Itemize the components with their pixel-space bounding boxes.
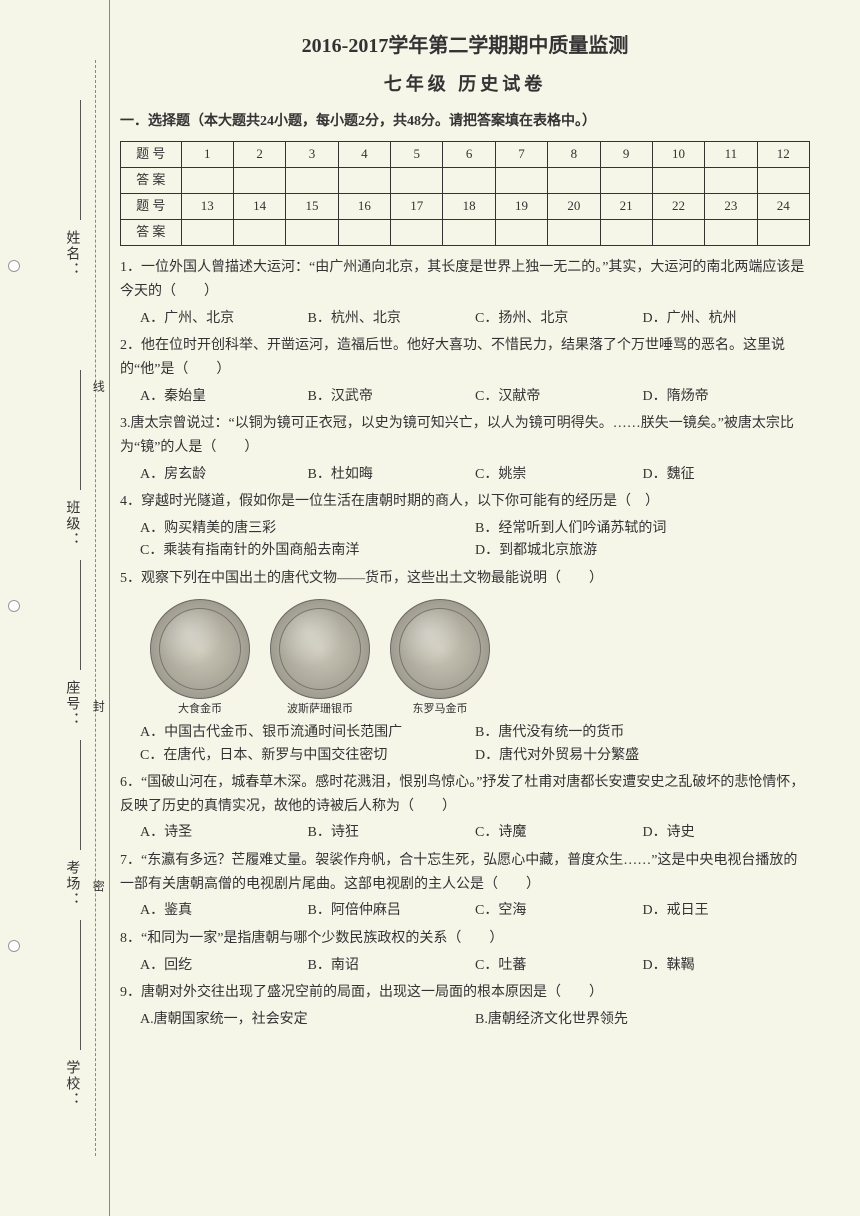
seal-char: 密 bbox=[88, 880, 107, 898]
page-title: 2016-2017学年第二学期期中质量监测 bbox=[120, 30, 810, 62]
options-3: A．房玄龄 B．杜如晦 C．姚崇 D．魏征 bbox=[140, 464, 810, 486]
coin-caption: 东罗马金币 bbox=[390, 701, 490, 719]
class-field: 班级： bbox=[60, 500, 82, 548]
question-3: 3.唐太宗曾说过：“以铜为镜可正衣冠，以史为镜可知兴亡，以人为镜可明得失。……朕… bbox=[120, 412, 810, 460]
question-7: 7．“东瀛有多远？芒履难丈量。袈裟作舟帆，合十忘生死，弘愿心中藏，普度众生……”… bbox=[120, 849, 810, 897]
section-heading: 一．选择题（本大题共24小题，每小题2分，共48分。请把答案填在表格中。） bbox=[120, 111, 810, 133]
seat-field: 座号： bbox=[60, 680, 82, 728]
venue-field: 考场： bbox=[60, 860, 82, 908]
seal-line bbox=[95, 60, 96, 1156]
exam-page: 2016-2017学年第二学期期中质量监测 七年级 历史试卷 一．选择题（本大题… bbox=[0, 0, 860, 1216]
coin-image bbox=[390, 599, 490, 699]
school-field: 学校： bbox=[60, 1060, 82, 1108]
options-2: A．秦始皇 B．汉武帝 C．汉献帝 D．隋炀帝 bbox=[140, 386, 810, 408]
options-7: A．鉴真 B．阿倍仲麻吕 C．空海 D．戒日王 bbox=[140, 900, 810, 922]
question-9: 9．唐朝对外交往出现了盛况空前的局面，出现这一局面的根本原因是（ ） bbox=[120, 981, 810, 1005]
options-8: A．回纥 B．南诏 C．吐蕃 D．靺鞨 bbox=[140, 955, 810, 977]
question-2: 2．他在位时开创科举、开凿运河，造福后世。他好大喜功、不惜民力，结果落了个万世唾… bbox=[120, 334, 810, 382]
coin-caption: 大食金币 bbox=[150, 701, 250, 719]
row-label: 答 案 bbox=[121, 168, 182, 194]
question-1: 1．一位外国人曾描述大运河：“由广州通向北京，其长度是世界上独一无二的。”其实，… bbox=[120, 256, 810, 304]
seal-char: 线 bbox=[88, 380, 107, 398]
coin-image bbox=[270, 599, 370, 699]
row-label: 答 案 bbox=[121, 220, 182, 246]
page-subtitle: 七年级 历史试卷 bbox=[120, 70, 810, 99]
question-4: 4．穿越时光隧道，假如你是一位生活在唐朝时期的商人，以下你可能有的经历是（ ） bbox=[120, 490, 810, 514]
row-label: 题 号 bbox=[121, 142, 182, 168]
options-6: A．诗圣 B．诗狂 C．诗魔 D．诗史 bbox=[140, 822, 810, 844]
question-8: 8．“和同为一家”是指唐朝与哪个少数民族政权的关系（ ） bbox=[120, 927, 810, 951]
options-4: A．购买精美的唐三彩 B．经常听到人们吟诵苏轼的词 C．乘装有指南针的外国商船去… bbox=[140, 518, 810, 563]
row-label: 题 号 bbox=[121, 194, 182, 220]
coin-caption: 波斯萨珊银币 bbox=[270, 701, 370, 719]
coin-images: 大食金币 波斯萨珊银币 东罗马金币 bbox=[150, 599, 810, 719]
name-field: 姓名： bbox=[60, 230, 82, 278]
binding-margin: 学校： 考场： 座号： 班级： 姓名： bbox=[20, 0, 110, 1216]
seal-char: 封 bbox=[88, 700, 107, 718]
answer-grid: 题 号 1 2 3 4 5 6 7 8 9 10 11 12 答 案 题 号 1… bbox=[120, 141, 810, 246]
options-9: A.唐朝国家统一，社会安定 B.唐朝经济文化世界领先 bbox=[140, 1009, 810, 1031]
question-5: 5．观察下列在中国出土的唐代文物——货币，这些出土文物最能说明（ ） bbox=[120, 567, 810, 591]
options-5: A．中国古代金币、银币流通时间长范围广 B．唐代没有统一的货币 C．在唐代，日本… bbox=[140, 722, 810, 767]
coin-image bbox=[150, 599, 250, 699]
question-6: 6．“国破山河在，城春草木深。感时花溅泪，恨别鸟惊心。”抒发了杜甫对唐都长安遭安… bbox=[120, 771, 810, 819]
options-1: A．广州、北京 B．杭州、北京 C．扬州、北京 D．广州、杭州 bbox=[140, 308, 810, 330]
